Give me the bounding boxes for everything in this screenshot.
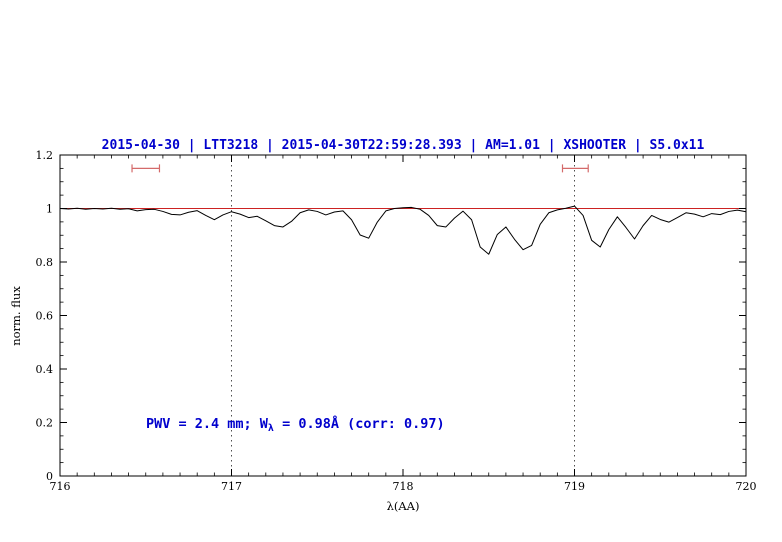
guide-lines [231, 155, 575, 476]
axis-ticks [59, 154, 747, 477]
x-tick-label: 720 [736, 480, 757, 493]
x-tick-label: 719 [564, 480, 585, 493]
y-tick-label: 0.6 [36, 310, 54, 323]
x-axis-label: λ(AA) [387, 499, 420, 513]
tick-labels: 716 717 718 719 720 0 0.2 0.4 0.6 0.8 1 1.2 [36, 149, 757, 493]
y-tick-label: 0.8 [36, 256, 54, 269]
y-axis-label: norm. flux [9, 286, 23, 346]
x-tick-label: 718 [393, 480, 414, 493]
plot-content [59, 164, 747, 255]
plot-title: 2015-04-30 | LTT3218 | 2015-04-30T22:59:… [102, 138, 705, 153]
pwv-annotation: PWV = 2.4 mm; Wλ = 0.98Å (corr: 0.97) [146, 415, 445, 434]
x-tick-label: 717 [221, 480, 242, 493]
annotation-text-part1: PWV = 2.4 mm; W [146, 416, 269, 432]
y-tick-label: 1.2 [36, 149, 54, 162]
annotation-text-part2: = 0.98Å (corr: 0.97) [274, 415, 445, 432]
y-tick-label: 0.2 [36, 417, 54, 430]
x-tick-label: 716 [50, 480, 71, 493]
y-tick-label: 0.4 [36, 363, 54, 376]
y-tick-label: 1 [46, 203, 53, 216]
annotation-lambda-sub: λ [268, 423, 274, 434]
y-tick-label: 0 [46, 470, 53, 483]
spectrum-line [59, 205, 747, 255]
